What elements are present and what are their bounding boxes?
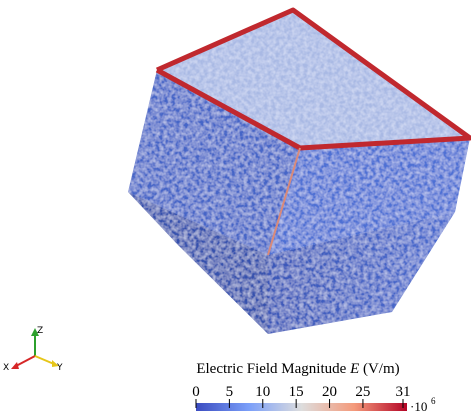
title-text: Electric Field Magnitude xyxy=(196,361,350,377)
viewport: Z X Y Electric Field Magnitude E (V/m) ·… xyxy=(0,0,471,414)
colorbar-exponent: 6 xyxy=(431,396,436,406)
colorbar: Electric Field Magnitude E (V/m) ·10 6 0… xyxy=(192,361,436,414)
colorbar-tick-label: 15 xyxy=(289,384,304,400)
colorbar-title: Electric Field Magnitude E (V/m) xyxy=(196,361,399,377)
colorbar-tick-label: 10 xyxy=(255,384,270,400)
cube xyxy=(128,10,470,334)
colorbar-multiplier: ·10 xyxy=(410,399,427,414)
colorbar-tick-label: 5 xyxy=(226,384,234,400)
z-label: Z xyxy=(37,326,43,336)
axes-triad: Z X Y xyxy=(3,326,63,373)
x-label: X xyxy=(3,363,9,373)
colorbar-gradient xyxy=(196,403,407,411)
title-symbol: E xyxy=(349,361,359,377)
colorbar-tick-label: 0 xyxy=(192,384,200,400)
x-axis xyxy=(16,356,35,366)
y-axis xyxy=(35,356,54,364)
x-arrow xyxy=(11,362,19,369)
colorbar-tick-label: 20 xyxy=(322,384,337,400)
title-unit: (V/m) xyxy=(359,361,399,377)
colorbar-tick-label: 25 xyxy=(355,384,370,400)
colorbar-tick-label: 31 xyxy=(396,384,411,400)
y-label: Y xyxy=(56,363,63,373)
